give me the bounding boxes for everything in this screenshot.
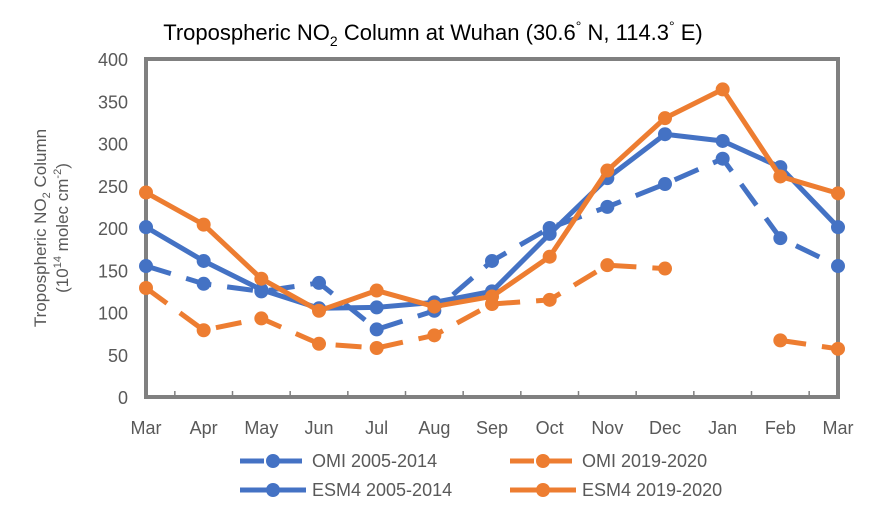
data-point	[485, 289, 499, 304]
data-point	[831, 220, 845, 235]
data-point	[658, 127, 672, 142]
data-point	[369, 322, 384, 337]
legend-item: ESM4 2019-2020	[510, 480, 722, 500]
x-tick-label: May	[244, 418, 278, 438]
y-tick-label: 100	[98, 304, 128, 324]
x-tick-label: Jun	[304, 418, 333, 438]
y-tick-label: 200	[98, 219, 128, 239]
legend-label: OMI 2019-2020	[582, 451, 707, 471]
x-tick-label: Jul	[365, 418, 388, 438]
data-point	[196, 323, 211, 338]
data-point	[773, 169, 788, 184]
data-point	[196, 217, 211, 232]
series-layer	[139, 82, 845, 356]
data-point	[658, 111, 672, 126]
data-point	[139, 220, 153, 235]
x-tick-label: Nov	[591, 418, 623, 438]
series-line	[144, 86, 839, 314]
x-tick-label: Jan	[708, 418, 737, 438]
data-point	[773, 333, 788, 348]
legend-swatch-marker	[536, 454, 550, 468]
data-point	[312, 275, 326, 290]
y-axis-label: Tropospheric NO2 Column (1014 molec cm-2…	[31, 129, 72, 327]
data-point	[427, 299, 442, 314]
series-omi-2019-2020	[139, 258, 845, 356]
data-point	[658, 177, 672, 192]
data-point	[139, 259, 153, 274]
series-line	[144, 131, 840, 311]
data-point	[485, 253, 499, 268]
data-point	[196, 276, 211, 291]
x-tick-label: Apr	[190, 418, 218, 438]
data-point	[831, 186, 845, 201]
data-point	[600, 163, 615, 178]
y-tick-label: 300	[98, 135, 128, 155]
data-point	[254, 311, 269, 326]
data-point	[196, 253, 211, 268]
data-point	[312, 336, 326, 351]
data-point	[715, 151, 730, 166]
legend-item: OMI 2019-2020	[510, 451, 707, 471]
data-point	[658, 261, 672, 276]
data-point	[773, 231, 788, 246]
data-point	[427, 328, 442, 343]
chart-title: Tropospheric NO2 Column at Wuhan (30.6° …	[163, 18, 703, 49]
legend-item: OMI 2005-2014	[240, 451, 437, 471]
data-point	[139, 280, 153, 295]
svg-text:Tropospheric NO2 Column: Tropospheric NO2 Column	[31, 129, 53, 327]
legend-label: ESM4 2005-2014	[312, 480, 452, 500]
data-point	[831, 259, 845, 274]
data-point	[831, 341, 845, 356]
legend-swatch-marker	[266, 454, 280, 468]
series-esm4-2019-2020	[139, 82, 845, 318]
data-point	[600, 258, 615, 273]
y-tick-label: 400	[98, 50, 128, 70]
x-tick-label: Sep	[476, 418, 508, 438]
y-tick-labels: 0 50 100 150 200 250 300 350 400	[98, 50, 128, 408]
svg-text:(1014 molec cm-2): (1014 molec cm-2)	[52, 163, 72, 293]
x-tick-label: Dec	[649, 418, 681, 438]
legend: OMI 2005-2014 OMI 2019-2020 ESM4 2005-2014…	[240, 451, 722, 500]
data-point	[254, 282, 269, 297]
x-tick-label: Feb	[765, 418, 796, 438]
y-tick-label: 150	[98, 261, 128, 281]
data-point	[369, 340, 384, 355]
legend-label: OMI 2005-2014	[312, 451, 437, 471]
data-point	[369, 300, 384, 315]
data-point	[254, 271, 269, 286]
x-tick-label: Aug	[418, 418, 450, 438]
data-point	[600, 199, 615, 214]
y-tick-label: 250	[98, 177, 128, 197]
legend-label: ESM4 2019-2020	[582, 480, 722, 500]
data-point	[312, 303, 326, 318]
data-point	[542, 249, 557, 264]
series-line	[144, 262, 666, 351]
x-tick-label: Mar	[131, 418, 162, 438]
legend-swatch-marker	[536, 483, 550, 497]
data-point	[715, 82, 730, 97]
x-tick-labels: Mar Apr May Jun Jul Aug Sep Oct Nov Dec Jan Feb Mar	[131, 418, 854, 438]
x-tick-label: Oct	[536, 418, 564, 438]
legend-item: ESM4 2005-2014	[240, 480, 452, 500]
series-line	[779, 337, 839, 352]
y-tick-label: 0	[118, 388, 128, 408]
data-point	[139, 185, 153, 200]
data-point	[715, 133, 730, 148]
y-tick-label: 350	[98, 92, 128, 112]
y-tick-label: 50	[108, 346, 128, 366]
data-point	[542, 226, 557, 241]
legend-swatch-marker	[266, 483, 280, 497]
x-tick-label: Mar	[823, 418, 854, 438]
data-point	[369, 283, 384, 298]
data-point	[542, 292, 557, 307]
